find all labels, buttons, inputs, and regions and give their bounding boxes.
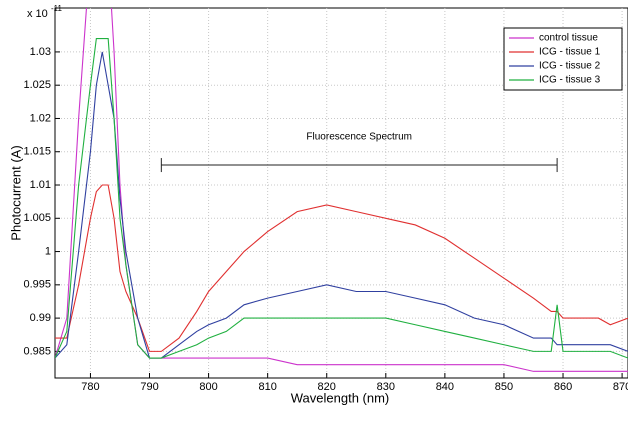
x-tick-label: 780 bbox=[81, 381, 99, 393]
y-tick-label: 0.985 bbox=[23, 345, 51, 357]
x-tick-label: 870 bbox=[613, 381, 628, 393]
y-scale-exponent: -11 bbox=[51, 4, 63, 13]
annotation-text: Fluorescence Spectrum bbox=[306, 132, 412, 143]
y-tick-label: 1.02 bbox=[30, 112, 51, 124]
legend-label: ICG - tissue 2 bbox=[539, 61, 601, 72]
y-axis-label: Photocurrent (A) bbox=[8, 145, 23, 240]
x-tick-label: 860 bbox=[554, 381, 572, 393]
x-tick-label: 790 bbox=[140, 381, 158, 393]
y-tick-label: 1.005 bbox=[23, 212, 51, 224]
legend-label: ICG - tissue 3 bbox=[539, 75, 601, 86]
x-axis-label: Wavelength (nm) bbox=[291, 390, 390, 405]
x-tick-label: 850 bbox=[495, 381, 513, 393]
y-tick-label: 1 bbox=[45, 245, 51, 257]
x-tick-label: 840 bbox=[436, 381, 454, 393]
y-tick-label: 0.99 bbox=[30, 312, 51, 324]
series-line bbox=[55, 8, 628, 372]
x-tick-label: 810 bbox=[258, 381, 276, 393]
x-tick-label: 800 bbox=[199, 381, 217, 393]
annotation: Fluorescence Spectrum bbox=[160, 132, 558, 173]
legend: control tissue ICG - tissue 1 ICG - tissue… bbox=[503, 27, 623, 91]
series-line bbox=[55, 51, 628, 359]
x-tick-label: 820 bbox=[318, 381, 336, 393]
series-line bbox=[55, 38, 628, 359]
lines bbox=[55, 8, 628, 372]
y-tick-label: 1.025 bbox=[23, 79, 51, 91]
y-tick-label: 1.015 bbox=[23, 146, 51, 158]
y-tick-label: 0.995 bbox=[23, 279, 51, 291]
y-tick-label: 1.03 bbox=[30, 46, 51, 58]
y-tick-label: 1.01 bbox=[30, 179, 51, 191]
y-scale-label: x 10 bbox=[27, 8, 48, 20]
x-tick-label: 830 bbox=[377, 381, 395, 393]
series-line bbox=[55, 184, 628, 352]
legend-label: control tissue bbox=[539, 33, 598, 44]
legend-label: ICG - tissue 1 bbox=[539, 47, 601, 58]
